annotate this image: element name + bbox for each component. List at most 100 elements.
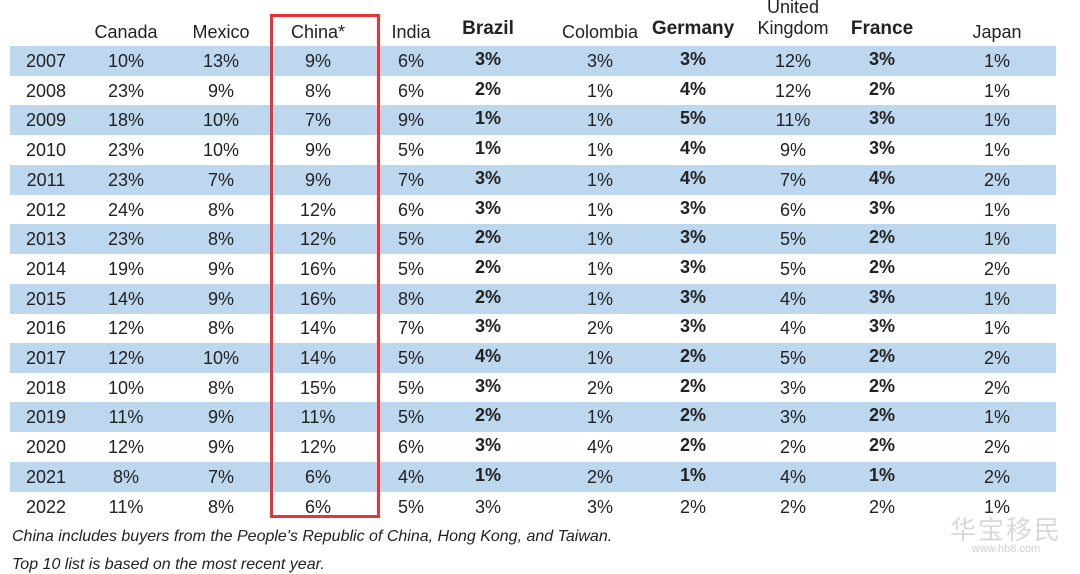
table-cell: 7%: [397, 169, 424, 190]
table-cell: 15%: [299, 377, 337, 398]
table-cell: 2%: [868, 256, 895, 277]
table-cell: 2%: [983, 169, 1010, 190]
row-year-label: 2013: [25, 229, 67, 250]
row-year-label: 2022: [25, 496, 67, 517]
table-cell: 14%: [299, 348, 337, 368]
table-cell: 2%: [474, 227, 501, 248]
table-cell: 2%: [586, 466, 613, 487]
table-cell: 24%: [107, 199, 145, 220]
table-cell: 9%: [207, 80, 234, 101]
row-year-label: 2011: [26, 169, 66, 190]
row-year-label: 2008: [25, 80, 67, 101]
table-cell: 3%: [474, 375, 501, 396]
table-cell: 1%: [983, 51, 1010, 71]
table-cell: 1%: [983, 407, 1010, 428]
table-cell: 2%: [868, 375, 895, 396]
column-header-6: Germany: [651, 18, 735, 39]
table-cell: 6%: [304, 496, 331, 517]
table-cell: 3%: [779, 377, 806, 398]
table-cell: 2%: [868, 496, 895, 517]
table-cell: 7%: [207, 466, 234, 487]
table-cell: 3%: [868, 197, 895, 218]
table-cell: 1%: [983, 80, 1010, 101]
table-cell: 7%: [207, 169, 234, 190]
table-cell: 3%: [779, 407, 806, 428]
table-cell: 1%: [586, 110, 613, 131]
table-cell: 16%: [299, 288, 337, 309]
table-cell: 9%: [397, 110, 424, 131]
table-cell: 4%: [397, 466, 424, 487]
row-year-label: 2009: [25, 110, 67, 131]
table-cell: 9%: [207, 288, 234, 309]
table-cell: 3%: [679, 256, 706, 277]
table-cell: 10%: [107, 51, 145, 71]
table-cell: 23%: [107, 140, 145, 161]
table-cell: 10%: [202, 348, 240, 368]
table-cell: 9%: [207, 407, 234, 428]
row-year-label: 2015: [25, 288, 67, 309]
table-cell: 23%: [107, 80, 145, 101]
table-cell: 11%: [108, 496, 144, 517]
table-row: [10, 164, 1056, 195]
table-cell: 10%: [107, 377, 145, 398]
table-cell: 12%: [107, 318, 145, 339]
table-cell: 3%: [586, 51, 613, 71]
table-cell: 1%: [474, 464, 501, 485]
column-header-3: India: [391, 22, 431, 42]
table-cell: 1%: [586, 288, 613, 309]
table-cell: 2%: [474, 286, 501, 307]
table-cell: 11%: [300, 407, 336, 428]
column-header-2: China*: [290, 22, 346, 42]
table-cell: 9%: [779, 140, 806, 161]
table-cell: 2%: [868, 405, 895, 426]
table-cell: 3%: [679, 49, 706, 69]
table-cell: 1%: [983, 496, 1010, 517]
table-cell: 2%: [474, 78, 501, 99]
table-cell: 2%: [679, 496, 706, 517]
table-cell: 2%: [983, 258, 1010, 279]
table-cell: 12%: [299, 199, 337, 220]
column-header-4: Brazil: [462, 18, 514, 39]
table-cell: 5%: [779, 229, 806, 250]
row-year-label: 2012: [25, 199, 67, 220]
table-cell: 2%: [868, 227, 895, 248]
table-cell: 5%: [397, 229, 424, 250]
column-header-0: Canada: [94, 22, 158, 42]
table-cell: 5%: [397, 407, 424, 428]
table-cell: 1%: [983, 199, 1010, 220]
table-cell: 19%: [107, 258, 145, 279]
table-row: [10, 402, 1056, 433]
table-cell: 10%: [202, 110, 240, 131]
table-cell: 4%: [779, 466, 806, 487]
table-cell: 2%: [474, 256, 501, 277]
table-cell: 1%: [586, 348, 613, 368]
row-year-label: 2021: [25, 466, 67, 487]
table-cell: 1%: [983, 140, 1010, 161]
table-cell: 2%: [983, 348, 1010, 368]
table-row: [10, 283, 1056, 314]
table-cell: 9%: [304, 51, 331, 71]
table-cell: 1%: [586, 80, 613, 101]
table-cell: 8%: [397, 288, 424, 309]
row-year-label: 2014: [25, 258, 67, 279]
table-cell: 2%: [679, 435, 706, 456]
table-cell: 12%: [107, 437, 145, 458]
table-cell: 3%: [868, 49, 895, 69]
column-header-5: Colombia: [561, 22, 639, 42]
table-cell: 4%: [679, 138, 706, 159]
table-cell: 2%: [983, 466, 1010, 487]
table-cell: 3%: [679, 316, 706, 337]
table-cell: 3%: [679, 227, 706, 248]
row-year-label: 2017: [25, 348, 67, 368]
column-header-9: Japan: [972, 22, 1022, 42]
table-cell: 14%: [107, 288, 145, 309]
table-cell: 14%: [299, 318, 337, 339]
table-cell: 3%: [868, 286, 895, 307]
table-cell: 1%: [474, 138, 501, 159]
table-cell: 3%: [474, 167, 501, 188]
table-cell: 2%: [679, 375, 706, 396]
table-cell: 12%: [774, 51, 812, 71]
table-cell: 4%: [474, 346, 501, 366]
table-cell: 8%: [207, 318, 234, 339]
